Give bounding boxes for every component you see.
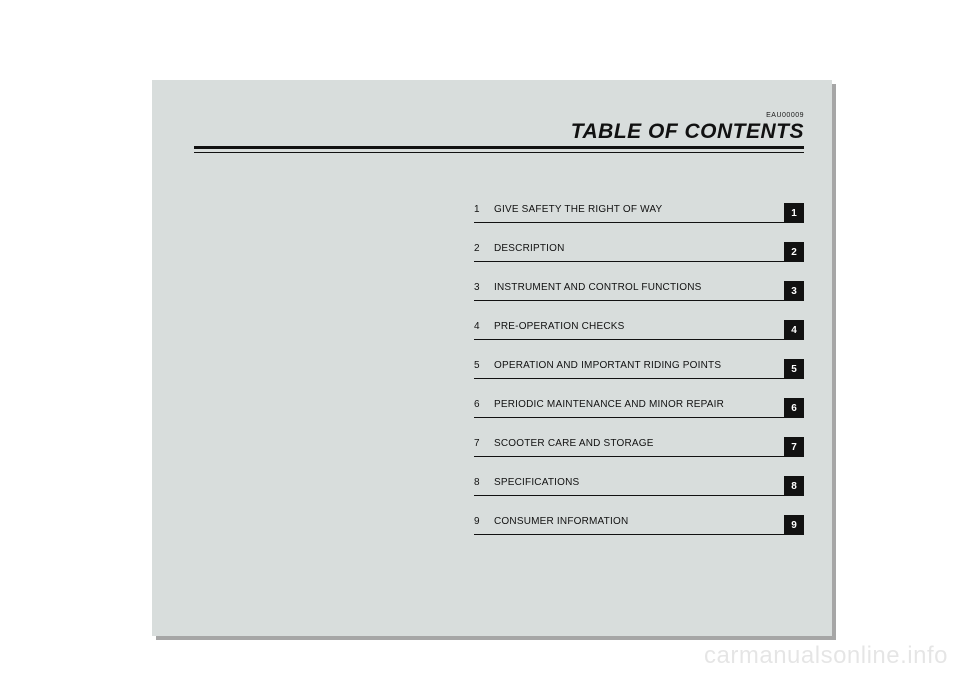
chapter-tab: 9 bbox=[784, 515, 804, 535]
toc-label: PERIODIC MAINTENANCE AND MINOR REPAIR bbox=[494, 399, 724, 410]
chapter-tab: 6 bbox=[784, 398, 804, 418]
toc-row-left: 3 INSTRUMENT AND CONTROL FUNCTIONS bbox=[474, 282, 702, 293]
toc-label: SPECIFICATIONS bbox=[494, 477, 579, 488]
toc-row-left: 7 SCOOTER CARE AND STORAGE bbox=[474, 438, 654, 449]
toc-row-left: 2 DESCRIPTION bbox=[474, 243, 565, 254]
toc-row: 6 PERIODIC MAINTENANCE AND MINOR REPAIR … bbox=[474, 391, 804, 418]
page-title: TABLE OF CONTENTS bbox=[571, 120, 804, 144]
toc-row: 9 CONSUMER INFORMATION 9 bbox=[474, 508, 804, 535]
title-rule-thick bbox=[194, 146, 804, 149]
table-of-contents: 1 GIVE SAFETY THE RIGHT OF WAY 1 2 DESCR… bbox=[474, 196, 804, 547]
page: EAU00009 TABLE OF CONTENTS 1 GIVE SAFETY… bbox=[152, 80, 832, 636]
doc-code: EAU00009 bbox=[766, 112, 804, 119]
title-rule-thin bbox=[194, 152, 804, 153]
toc-row-left: 5 OPERATION AND IMPORTANT RIDING POINTS bbox=[474, 360, 721, 371]
chapter-tab: 4 bbox=[784, 320, 804, 340]
canvas: EAU00009 TABLE OF CONTENTS 1 GIVE SAFETY… bbox=[0, 0, 960, 678]
toc-number: 8 bbox=[474, 477, 484, 488]
toc-label: CONSUMER INFORMATION bbox=[494, 516, 628, 527]
toc-number: 4 bbox=[474, 321, 484, 332]
toc-number: 6 bbox=[474, 399, 484, 410]
toc-number: 3 bbox=[474, 282, 484, 293]
toc-label: OPERATION AND IMPORTANT RIDING POINTS bbox=[494, 360, 721, 371]
watermark: carmanualsonline.info bbox=[704, 642, 948, 670]
toc-label: GIVE SAFETY THE RIGHT OF WAY bbox=[494, 204, 662, 215]
toc-number: 9 bbox=[474, 516, 484, 527]
toc-row-left: 4 PRE-OPERATION CHECKS bbox=[474, 321, 625, 332]
toc-number: 5 bbox=[474, 360, 484, 371]
toc-row: 5 OPERATION AND IMPORTANT RIDING POINTS … bbox=[474, 352, 804, 379]
toc-label: INSTRUMENT AND CONTROL FUNCTIONS bbox=[494, 282, 702, 293]
chapter-tab: 8 bbox=[784, 476, 804, 496]
toc-row: 7 SCOOTER CARE AND STORAGE 7 bbox=[474, 430, 804, 457]
toc-label: DESCRIPTION bbox=[494, 243, 565, 254]
toc-row: 3 INSTRUMENT AND CONTROL FUNCTIONS 3 bbox=[474, 274, 804, 301]
toc-number: 7 bbox=[474, 438, 484, 449]
toc-number: 2 bbox=[474, 243, 484, 254]
toc-row: 1 GIVE SAFETY THE RIGHT OF WAY 1 bbox=[474, 196, 804, 223]
chapter-tab: 7 bbox=[784, 437, 804, 457]
toc-row: 8 SPECIFICATIONS 8 bbox=[474, 469, 804, 496]
chapter-tab: 5 bbox=[784, 359, 804, 379]
toc-row: 4 PRE-OPERATION CHECKS 4 bbox=[474, 313, 804, 340]
chapter-tab: 2 bbox=[784, 242, 804, 262]
toc-row-left: 9 CONSUMER INFORMATION bbox=[474, 516, 628, 527]
chapter-tab: 3 bbox=[784, 281, 804, 301]
toc-label: SCOOTER CARE AND STORAGE bbox=[494, 438, 654, 449]
toc-label: PRE-OPERATION CHECKS bbox=[494, 321, 625, 332]
toc-row-left: 6 PERIODIC MAINTENANCE AND MINOR REPAIR bbox=[474, 399, 724, 410]
toc-row: 2 DESCRIPTION 2 bbox=[474, 235, 804, 262]
toc-number: 1 bbox=[474, 204, 484, 215]
toc-row-left: 8 SPECIFICATIONS bbox=[474, 477, 579, 488]
chapter-tab: 1 bbox=[784, 203, 804, 223]
toc-row-left: 1 GIVE SAFETY THE RIGHT OF WAY bbox=[474, 204, 662, 215]
